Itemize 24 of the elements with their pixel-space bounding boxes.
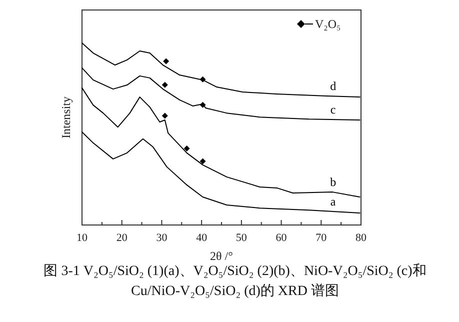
y-axis-title: Intensity <box>59 96 73 138</box>
x-tick-label: 80 <box>356 232 367 244</box>
point <box>162 112 168 119</box>
series-label: a <box>330 194 336 208</box>
x-tick-label: 50 <box>236 232 248 244</box>
legend: V₂O₅ <box>297 17 341 31</box>
x-tick-label: 70 <box>316 232 328 244</box>
x-tick-label: 40 <box>196 232 208 244</box>
legend-label: V₂O₅ <box>315 17 341 31</box>
x-tick-label: 10 <box>76 232 88 244</box>
x-tick-label: 20 <box>116 232 128 244</box>
series-label: c <box>330 102 336 117</box>
series-label: d <box>330 79 336 94</box>
point <box>184 146 190 152</box>
caption: 图 3-1 V₂O₅/SiO₂ (1)(a)、V₂O₅/SiO₂ (2)(b)、NiO-V₂O₅/SiO₂ (c)和 Cu/NiO-V₂O₅/SiO₂ (d)的 XRD 谱图 <box>42 262 428 301</box>
x-tick-label: 30 <box>156 232 168 244</box>
series-label: b <box>330 175 336 190</box>
point <box>200 76 206 82</box>
x-axis-title: 2θ /° <box>210 249 234 263</box>
point <box>163 58 170 64</box>
x-tick-label: 60 <box>276 232 288 244</box>
point <box>162 82 168 88</box>
point <box>200 102 206 108</box>
point <box>200 158 206 164</box>
